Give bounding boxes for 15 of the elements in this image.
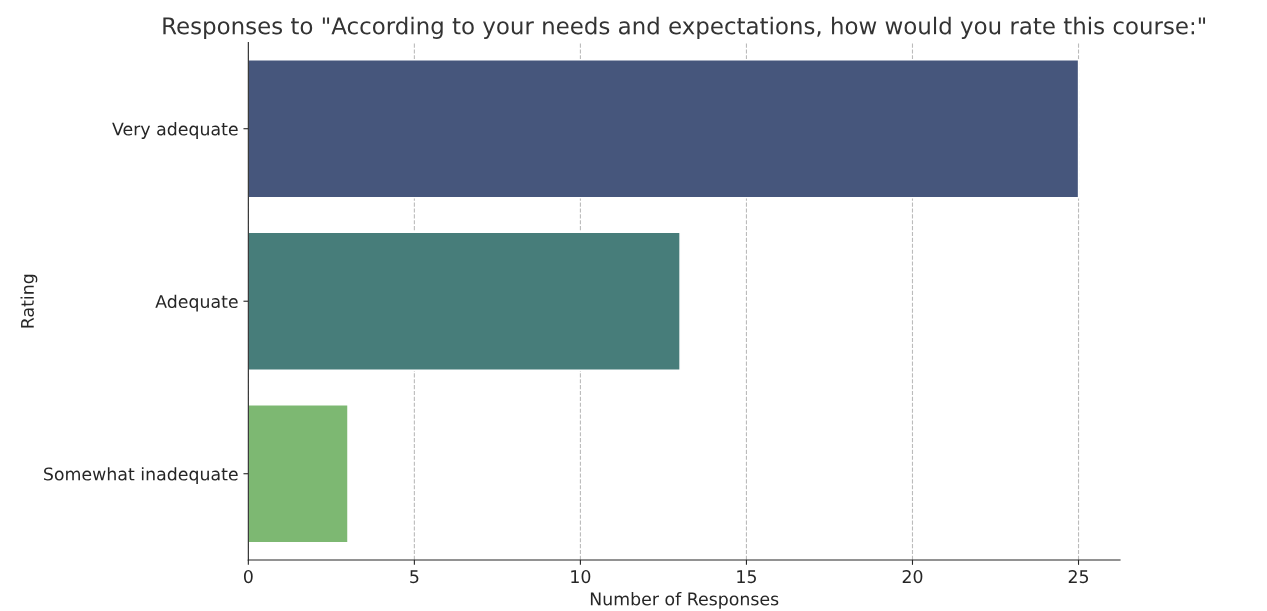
bar (248, 231, 681, 371)
x-tick-label: 0 (243, 570, 253, 584)
x-axis-title: Number of Responses (590, 592, 779, 609)
y-tick-label: Somewhat inadequate (44, 467, 238, 484)
x-tick-label: 10 (571, 570, 591, 584)
y-tick-label: Adequate (155, 294, 238, 312)
x-tick-label: 5 (410, 570, 419, 584)
bar (248, 404, 349, 544)
bar (248, 59, 1080, 199)
y-axis-title: Rating (20, 274, 38, 328)
chart-title: Responses to "According to your needs and expectations, how would you rate this course:" (163, 16, 1206, 39)
y-tick-label: Very adequate (112, 122, 238, 139)
x-tick-label: 25 (1068, 570, 1089, 584)
x-tick-label: 20 (902, 570, 923, 584)
x-tick-label: 15 (737, 570, 756, 584)
